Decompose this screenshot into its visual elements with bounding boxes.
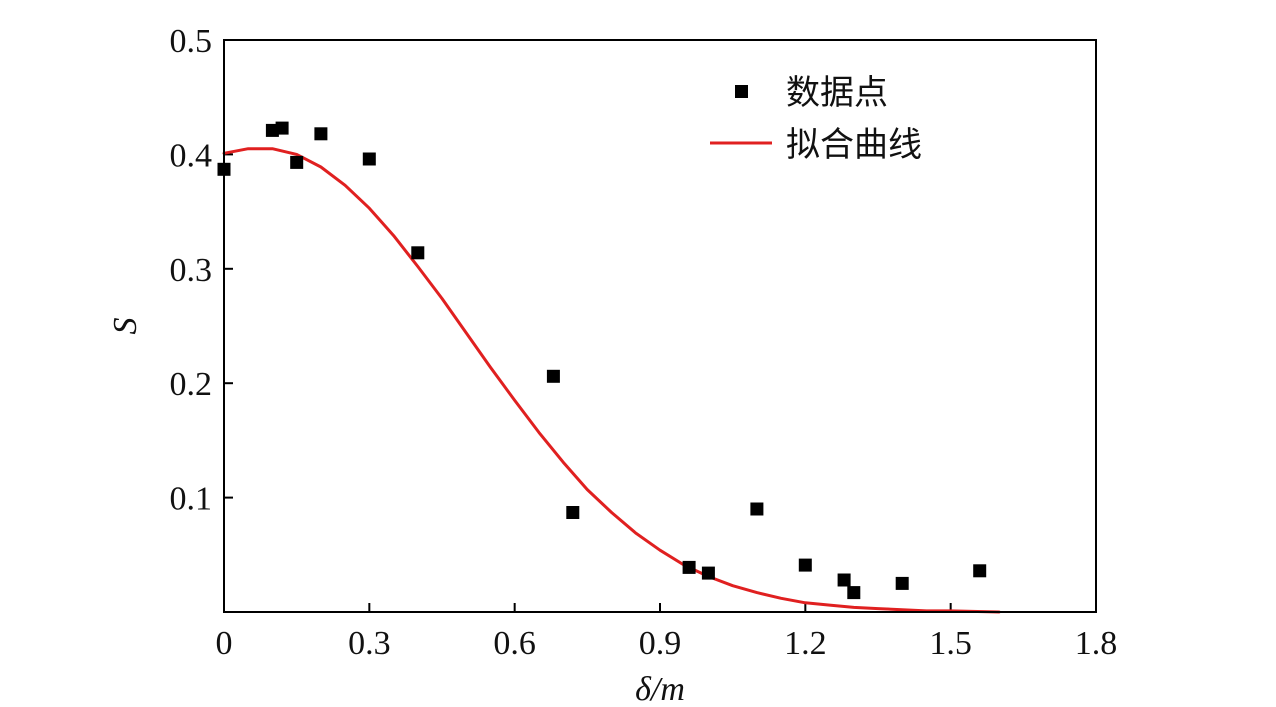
x-tick-label: 1.5 (929, 625, 972, 662)
data-point (895, 576, 909, 590)
data-point (314, 127, 328, 141)
y-tick-label: 0.3 (170, 252, 213, 289)
legend-label-data-points: 数据点 (786, 73, 888, 113)
x-tick-label: 1.2 (784, 625, 827, 662)
data-point (847, 586, 861, 600)
x-tick-label: 0.9 (639, 625, 682, 662)
data-point (682, 560, 696, 574)
y-tick-label: 0.4 (170, 137, 213, 174)
y-tick-label: 0.5 (170, 23, 213, 60)
legend: 数据点 拟合曲线 (710, 73, 922, 165)
plot-area-frame (223, 39, 1097, 613)
y-axis-title: S (107, 318, 144, 335)
data-point (701, 566, 715, 580)
data-point (837, 573, 851, 587)
x-tick-label: 0 (216, 625, 233, 662)
data-point (362, 152, 376, 166)
x-axis-title: δ/m (635, 671, 685, 707)
y-tick-label: 0.1 (170, 481, 213, 518)
data-point (750, 502, 764, 516)
data-point (275, 121, 289, 135)
x-tick-label: 0.3 (348, 625, 391, 662)
data-point (411, 246, 425, 260)
data-point (973, 564, 987, 578)
data-point (566, 506, 580, 519)
x-tick-label: 0.6 (493, 625, 536, 662)
data-point (546, 369, 560, 383)
y-tick-label: 0.2 (170, 366, 213, 403)
data-point (798, 558, 812, 572)
tick-labels: 0 0.3 0.6 0.9 1.2 1.5 1.8 0.1 0.2 0.3 0.4 0.5 (170, 23, 1118, 662)
ticks (223, 39, 1097, 612)
legend-label-fit-curve: 拟合曲线 (786, 125, 922, 165)
legend-marker-square (735, 85, 748, 98)
fit-curve-line (222, 147, 1001, 614)
data-points-layer (217, 121, 987, 600)
x-tick-label: 1.8 (1075, 625, 1118, 662)
fit-curve-layer (222, 147, 1001, 614)
data-point (290, 155, 304, 169)
